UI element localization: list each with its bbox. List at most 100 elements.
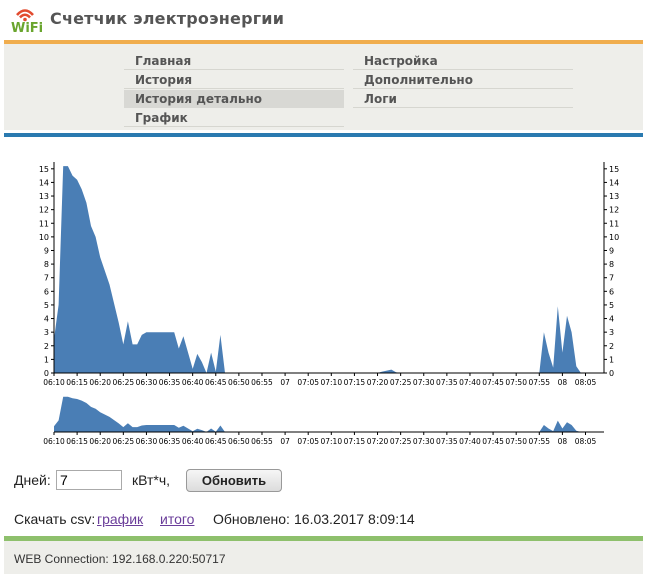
y-tick-label-right: 7: [609, 274, 614, 283]
overview-area-chart[interactable]: 06:10 06:15 06:20 06:25 06:30 06:35 06:40 06:45…: [4, 394, 643, 454]
x-tick-label: 06:45: [205, 378, 227, 387]
y-tick-label-left: 10: [39, 233, 49, 242]
x-tick-label: 06:35: [159, 437, 181, 446]
y-tick-label-left: 15: [39, 165, 49, 174]
y-tick-label-right: 1: [609, 355, 614, 364]
status-footer: WEB Connection: 192.168.0.220:50717: [4, 536, 643, 574]
y-tick-label-right: 0: [609, 369, 614, 378]
x-tick-label: 07:20: [367, 437, 389, 446]
x-tick-label: 07:20: [367, 378, 389, 387]
x-tick-label: 06:15: [66, 437, 88, 446]
y-tick-label-right: 14: [609, 178, 619, 187]
x-tick-label: 06:30: [136, 378, 158, 387]
app-title: Счетчик электроэнергии: [50, 9, 285, 28]
x-tick-label: 07:40: [459, 378, 481, 387]
nav-item-history[interactable]: История: [124, 71, 344, 89]
x-tick-label: 07:35: [436, 378, 458, 387]
y-tick-label-left: 8: [44, 260, 49, 269]
x-tick-label: 07:30: [413, 437, 435, 446]
x-tick-label: 06:40: [182, 378, 204, 387]
x-tick-label: 06:50: [228, 378, 250, 387]
updated-label: Обновлено:: [213, 511, 290, 527]
x-tick-label: 07:45: [482, 378, 504, 387]
x-tick-label: 06:45: [205, 437, 227, 446]
x-tick-label: 07:10: [320, 378, 342, 387]
x-tick-label: 07:50: [505, 437, 527, 446]
x-tick-label: 06:25: [113, 378, 135, 387]
y-tick-label-left: 6: [44, 287, 49, 296]
y-tick-label-left: 11: [39, 219, 49, 228]
x-tick-label: 06:25: [113, 437, 135, 446]
nav-item-graph[interactable]: График: [124, 109, 344, 127]
x-tick-label: 06:20: [89, 437, 111, 446]
x-tick-label: 07:35: [436, 437, 458, 446]
x-tick-label: 06:10: [43, 378, 65, 387]
x-tick-label: 07:40: [459, 437, 481, 446]
series-area: [54, 166, 604, 373]
nav-item-history-detailed[interactable]: История детально: [124, 90, 344, 108]
x-tick-label: 07:05: [297, 437, 319, 446]
x-tick-label: 06:40: [182, 437, 204, 446]
y-tick-label-left: 2: [44, 342, 49, 351]
main-menu: Главная История История детально График …: [4, 40, 643, 130]
y-tick-label-left: 9: [44, 246, 49, 255]
y-tick-label-right: 2: [609, 342, 614, 351]
refresh-button[interactable]: Обновить: [186, 469, 282, 492]
y-tick-label-left: 7: [44, 274, 49, 283]
nav-item-logs[interactable]: Логи: [353, 90, 573, 108]
x-tick-label: 07:55: [528, 378, 550, 387]
x-tick-label: 07:05: [297, 378, 319, 387]
y-tick-label-right: 4: [609, 315, 614, 324]
x-tick-label: 08: [558, 437, 568, 446]
y-tick-label-right: 10: [609, 233, 619, 242]
x-tick-label: 07:50: [505, 378, 527, 387]
x-tick-label: 07:45: [482, 437, 504, 446]
download-total-link[interactable]: итого: [160, 511, 195, 527]
nav-item-additional[interactable]: Дополнительно: [353, 71, 573, 89]
y-tick-label-right: 5: [609, 301, 614, 310]
x-tick-label: 07: [280, 437, 290, 446]
controls-area: Дней: кВт*ч, Обновить Скачать csv: графи…: [0, 460, 646, 540]
x-tick-label: 08: [558, 378, 568, 387]
x-tick-label: 06:15: [66, 378, 88, 387]
download-graph-link[interactable]: график: [97, 511, 144, 527]
y-tick-label-left: 4: [44, 315, 49, 324]
y-tick-label-right: 6: [609, 287, 614, 296]
app-header: WiFi Счетчик электроэнергии: [0, 0, 646, 40]
y-tick-label-left: 0: [44, 369, 49, 378]
x-tick-label: 06:35: [159, 378, 181, 387]
days-label: Дней:: [14, 472, 51, 488]
x-tick-label: 07:25: [390, 378, 412, 387]
x-tick-label: 07: [280, 378, 290, 387]
chart-panel: 0 0 1 1 2 2 3 3 4 4 5 5 6 6 7 7 8 8 9 9 10 10 11 11 12 12 13 13 14 14…: [4, 133, 643, 453]
x-tick-label: 07:15: [344, 378, 366, 387]
y-tick-label-right: 13: [609, 192, 619, 201]
x-tick-label: 07:55: [528, 437, 550, 446]
nav-item-settings[interactable]: Настройка: [353, 52, 573, 70]
unit-label: кВт*ч,: [132, 472, 171, 488]
svg-text:WiFi: WiFi: [11, 21, 42, 34]
y-tick-label-left: 12: [39, 206, 49, 215]
y-tick-label-right: 3: [609, 328, 614, 337]
download-csv-label: Скачать csv:: [14, 511, 96, 527]
wifi-logo-icon: WiFi: [11, 9, 42, 34]
x-tick-label: 06:55: [251, 378, 273, 387]
updated-timestamp: 16.03.2017 8:09:14: [294, 511, 415, 527]
y-tick-label-left: 1: [44, 355, 49, 364]
x-tick-label: 06:55: [251, 437, 273, 446]
connection-status: WEB Connection: 192.168.0.220:50717: [14, 552, 226, 566]
y-tick-label-left: 14: [39, 178, 49, 187]
days-input[interactable]: [56, 470, 122, 490]
y-tick-label-right: 8: [609, 260, 614, 269]
x-tick-label: 06:30: [136, 437, 158, 446]
x-tick-label: 07:25: [390, 437, 412, 446]
x-tick-label: 06:20: [89, 378, 111, 387]
x-tick-label: 07:15: [344, 437, 366, 446]
x-tick-label: 06:50: [228, 437, 250, 446]
nav-item-home[interactable]: Главная: [124, 52, 344, 70]
y-tick-label-right: 9: [609, 246, 614, 255]
y-tick-label-right: 15: [609, 165, 619, 174]
x-tick-label: 07:10: [320, 437, 342, 446]
y-tick-label-right: 12: [609, 206, 619, 215]
